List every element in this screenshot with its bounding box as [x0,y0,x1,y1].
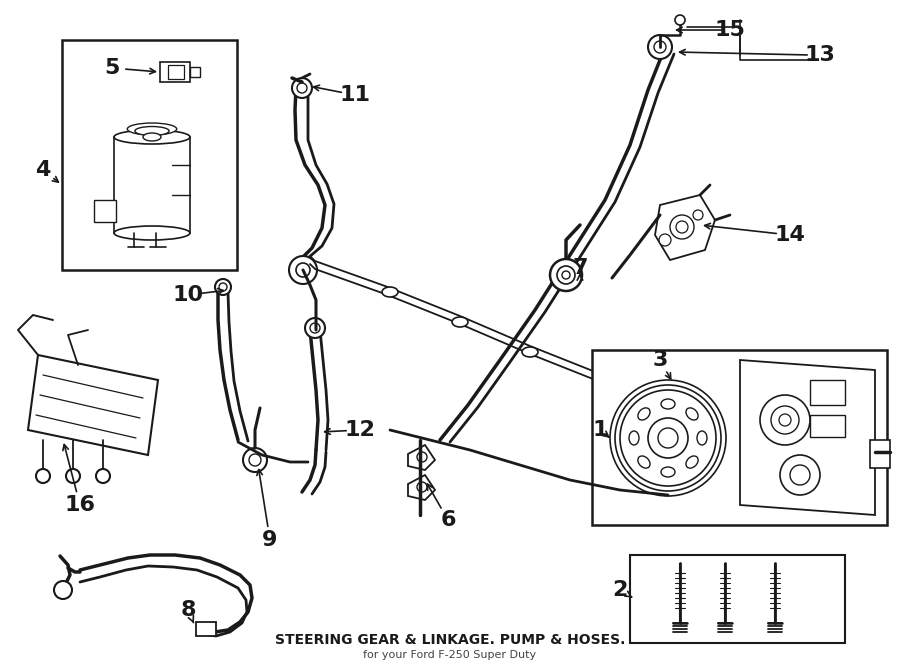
Bar [94,200,116,222]
Circle shape [310,323,320,333]
Circle shape [297,83,307,93]
Ellipse shape [661,399,675,409]
Circle shape [557,266,575,284]
Circle shape [219,283,227,291]
Circle shape [54,581,72,599]
Ellipse shape [697,431,707,445]
Text: 12: 12 [345,420,375,440]
Bar [630,555,845,643]
Text: 10: 10 [173,285,203,305]
Ellipse shape [143,133,161,141]
Circle shape [66,469,80,483]
Circle shape [289,256,317,284]
Text: 7: 7 [572,258,588,278]
Circle shape [620,390,716,486]
Polygon shape [408,475,435,500]
Circle shape [779,414,791,426]
Circle shape [417,482,427,492]
Circle shape [215,279,231,295]
Circle shape [648,418,688,458]
Ellipse shape [638,408,650,420]
Ellipse shape [114,130,190,144]
Circle shape [676,221,688,233]
Circle shape [243,448,267,472]
Polygon shape [168,65,184,79]
Circle shape [562,271,570,279]
Bar [810,415,845,437]
Text: STEERING GEAR & LINKAGE. PUMP & HOSES.: STEERING GEAR & LINKAGE. PUMP & HOSES. [274,633,626,647]
Ellipse shape [661,467,675,477]
Text: 6: 6 [440,510,455,530]
Circle shape [675,15,685,25]
Text: 11: 11 [339,85,371,105]
Ellipse shape [135,126,169,136]
Text: 16: 16 [65,495,95,515]
Text: 8: 8 [180,600,196,620]
Ellipse shape [638,456,650,468]
Polygon shape [408,445,435,470]
Bar [870,440,890,468]
Circle shape [615,385,721,491]
Circle shape [693,210,703,220]
Circle shape [670,215,694,239]
Ellipse shape [452,317,468,327]
Circle shape [780,455,820,495]
Text: 9: 9 [262,530,278,550]
Bar [592,350,887,525]
Circle shape [296,263,310,277]
Bar [810,380,845,405]
Text: 15: 15 [715,20,745,40]
Circle shape [760,395,810,445]
Text: for your Ford F-250 Super Duty: for your Ford F-250 Super Duty [364,650,536,660]
Circle shape [659,234,671,246]
Polygon shape [655,195,715,260]
Circle shape [648,35,672,59]
Text: 5: 5 [104,58,120,78]
Ellipse shape [522,347,538,357]
Bar [196,622,216,636]
Circle shape [96,469,110,483]
Circle shape [771,406,799,434]
Ellipse shape [382,287,398,297]
Ellipse shape [686,408,698,420]
Circle shape [658,428,678,448]
Ellipse shape [686,456,698,468]
Circle shape [417,452,427,462]
Circle shape [654,41,666,53]
Ellipse shape [127,123,176,135]
Bar [62,40,237,270]
Text: 14: 14 [775,225,806,245]
Text: 2: 2 [612,580,627,600]
Circle shape [36,469,50,483]
Text: 4: 4 [35,160,50,180]
Circle shape [790,465,810,485]
Ellipse shape [114,226,190,240]
Text: 3: 3 [652,350,668,370]
Ellipse shape [629,431,639,445]
Circle shape [249,454,261,466]
Text: 1: 1 [592,420,608,440]
Circle shape [292,78,312,98]
Circle shape [550,259,582,291]
Polygon shape [160,62,190,82]
Circle shape [305,318,325,338]
Polygon shape [740,360,875,515]
Text: 13: 13 [805,45,835,65]
Circle shape [610,380,726,496]
Polygon shape [190,67,200,77]
Polygon shape [28,355,158,455]
